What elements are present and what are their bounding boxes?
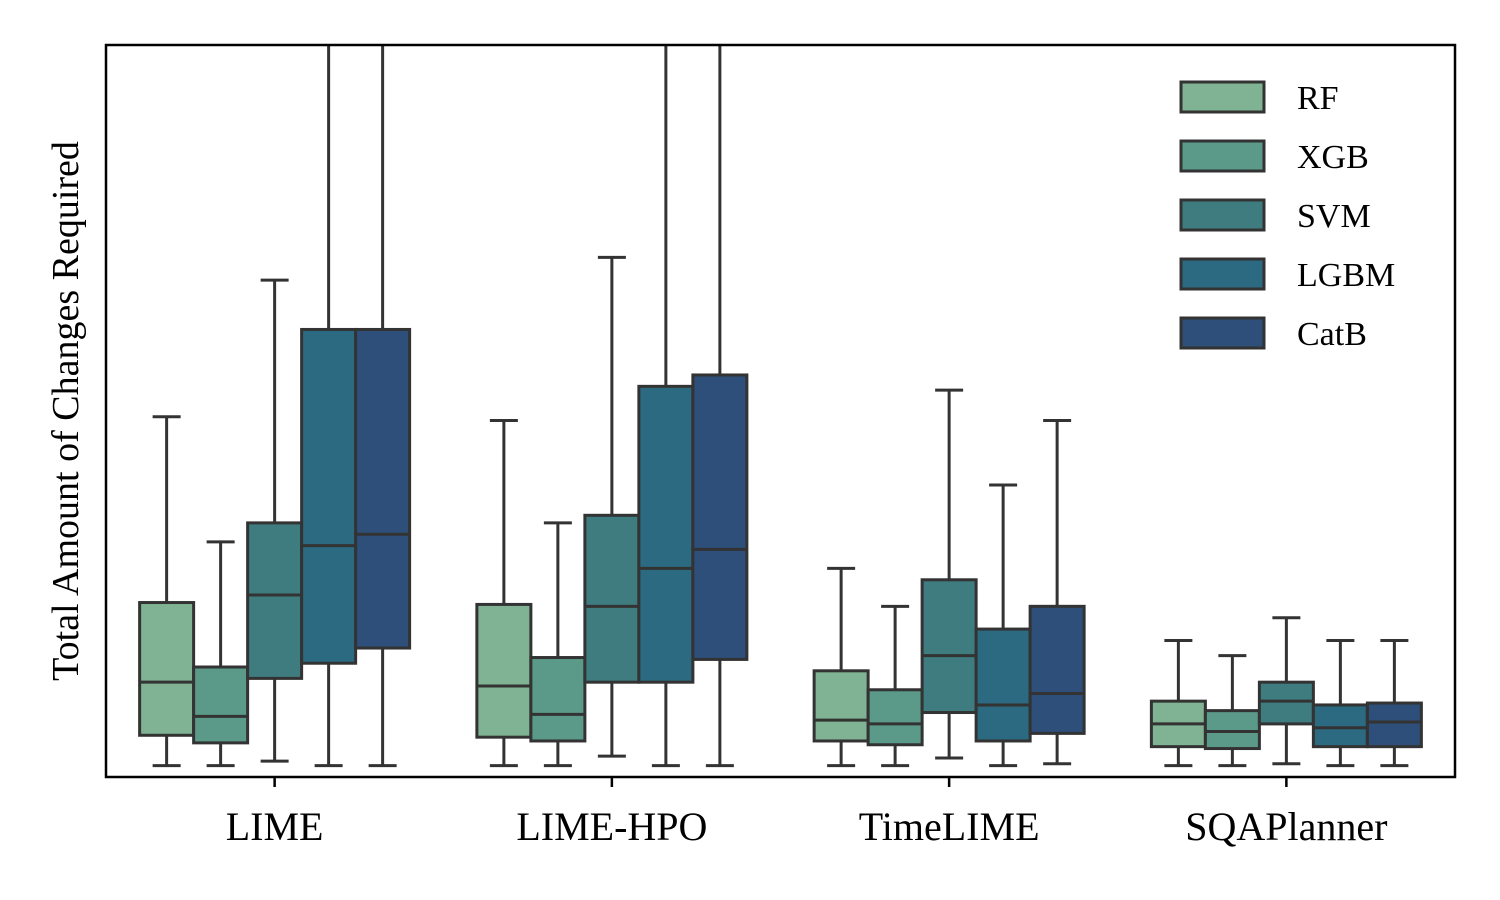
iqr-box: [637, 384, 695, 684]
x-tick-label: TimeLIME: [859, 804, 1040, 849]
legend-label: LGBM: [1297, 257, 1395, 294]
box-lgbm-timelime: [974, 483, 1032, 768]
box-lgbm-sqaplanner: [1311, 638, 1369, 768]
x-tick-label: SQAPlanner: [1185, 804, 1387, 849]
iqr-box: [1028, 604, 1086, 735]
iqr-box: [192, 665, 250, 745]
box-rf-sqaplanner: [1149, 638, 1207, 768]
iqr-box: [812, 669, 870, 743]
box-rf-timelime: [812, 566, 870, 768]
iqr-box: [138, 601, 196, 737]
iqr-box: [866, 688, 924, 747]
legend-label: SVM: [1297, 198, 1371, 235]
iqr-box: [1311, 703, 1369, 749]
box-svm-sqaplanner: [1257, 616, 1315, 766]
iqr-box: [529, 656, 587, 743]
legend-item-svm: SVM: [1179, 198, 1371, 235]
legend-label: XGB: [1297, 139, 1369, 176]
y-axis-label: Total Amount of Changes Required: [45, 141, 87, 681]
legend-item-rf: RF: [1179, 80, 1339, 117]
iqr-box: [300, 327, 358, 665]
box-xgb-lime: [192, 540, 250, 768]
legend-item-lgbm: LGBM: [1179, 257, 1395, 294]
legend-label: CatB: [1297, 316, 1367, 353]
box-xgb-timelime: [866, 604, 924, 768]
box-catb-lime-hpo: [691, 45, 749, 768]
box-xgb-lime-hpo: [529, 521, 587, 768]
iqr-box: [974, 627, 1032, 743]
iqr-box: [583, 513, 641, 684]
box-svm-timelime: [920, 388, 978, 760]
legend-swatch: [1179, 316, 1266, 350]
plot-frame: [104, 43, 1457, 779]
box-lgbm-lime: [300, 45, 358, 768]
iqr-box: [1365, 701, 1423, 749]
legend-item-catb: CatB: [1179, 316, 1367, 353]
box-svm-lime: [246, 278, 304, 763]
iqr-box: [1257, 680, 1315, 726]
box-lgbm-lime-hpo: [637, 45, 695, 768]
box-svm-lime-hpo: [583, 255, 641, 758]
iqr-box: [354, 327, 412, 650]
legend-swatch: [1179, 80, 1266, 114]
box-catb-timelime: [1028, 418, 1086, 766]
box-rf-lime-hpo: [475, 418, 533, 768]
iqr-box: [1203, 709, 1261, 751]
x-axis: LIME LIME-HPO TimeLIME SQAPlanner: [226, 777, 1387, 849]
iqr-box: [691, 373, 749, 661]
boxes-layer: [138, 45, 1423, 768]
x-tick-label: LIME-HPO: [516, 804, 707, 849]
legend: RF XGB SVM LGBM CatB: [1179, 80, 1395, 353]
box-catb-lime: [354, 45, 412, 768]
legend-swatch: [1179, 257, 1266, 291]
legend-swatch: [1179, 198, 1266, 232]
iqr-box: [920, 578, 978, 715]
box-rf-lime: [138, 415, 196, 768]
x-tick-label: LIME: [226, 804, 324, 849]
box-xgb-sqaplanner: [1203, 654, 1261, 768]
iqr-box: [246, 521, 304, 680]
legend-item-xgb: XGB: [1179, 139, 1369, 176]
iqr-box: [475, 602, 533, 739]
box-catb-sqaplanner: [1365, 638, 1423, 768]
legend-label: RF: [1297, 80, 1339, 117]
legend-swatch: [1179, 139, 1266, 173]
